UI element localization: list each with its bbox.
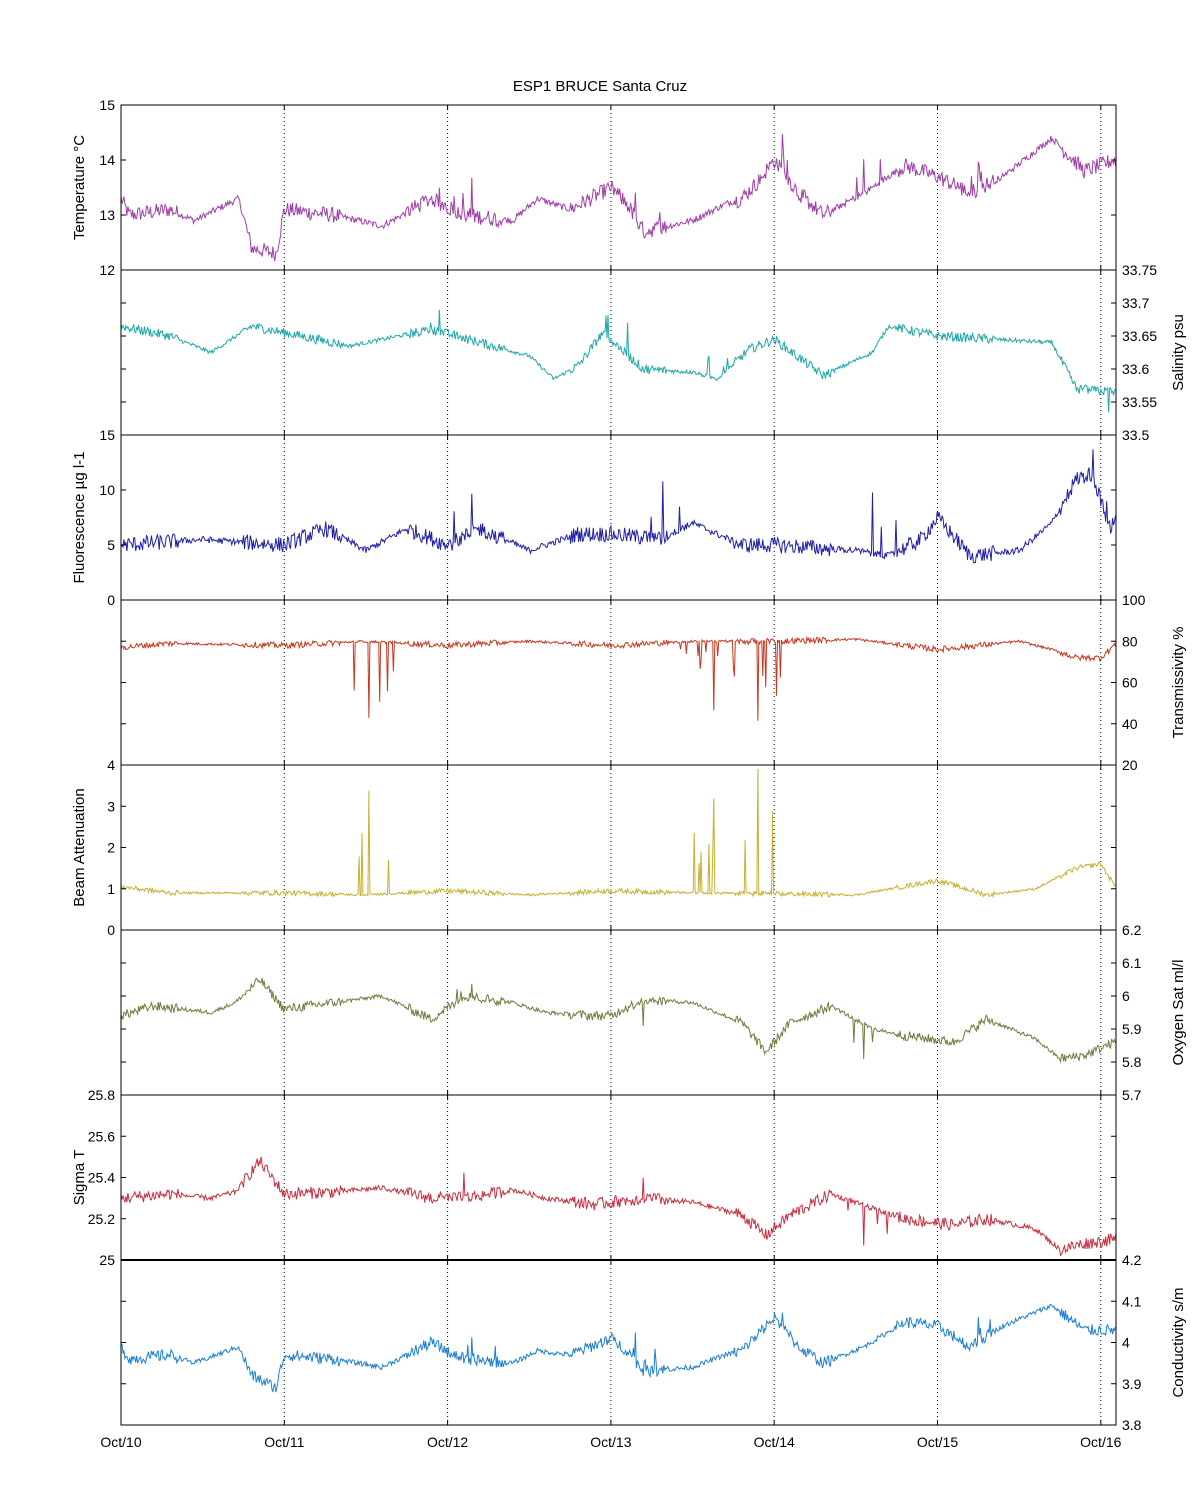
- y-tick-label: 4: [1122, 1335, 1130, 1351]
- y-axis-label-conductivity: Conductivity s/m: [1170, 1287, 1187, 1397]
- y-tick-label: 5.8: [1122, 1054, 1142, 1070]
- y-axis-label-oxygen_sat: Oxygen Sat ml/l: [1170, 960, 1187, 1066]
- x-tick-label: Oct/13: [590, 1434, 631, 1450]
- x-tick-label: Oct/11: [264, 1434, 304, 1450]
- y-tick-label: 25.4: [88, 1170, 115, 1186]
- y-tick-label: 33.65: [1122, 328, 1157, 344]
- y-tick-label: 15: [99, 97, 115, 113]
- panel-frame: [120, 434, 1117, 601]
- y-tick-label: 33.6: [1122, 361, 1149, 377]
- y-axis-label-transmissivity: Transmissivity %: [1170, 627, 1187, 739]
- y-tick-label: 3.8: [1122, 1417, 1142, 1433]
- y-tick-label: 6: [1122, 988, 1130, 1004]
- y-tick-label: 4: [107, 757, 115, 773]
- x-tick-label: Oct/12: [427, 1434, 468, 1450]
- y-tick-label: 6.2: [1122, 922, 1142, 938]
- y-tick-label: 0: [107, 592, 115, 608]
- y-tick-label: 10: [99, 482, 115, 498]
- panel-frame: [120, 269, 1117, 436]
- y-tick-label: 4.1: [1122, 1293, 1142, 1309]
- panel-sigma_t: 25 25.2 25.4 25.6 25.8 Sigma T: [71, 1087, 1117, 1268]
- x-tick-label: Oct/15: [917, 1434, 958, 1450]
- y-axis-label-salinity: Salinity psu: [1170, 314, 1187, 391]
- panel-fluorescence: 0 5 10 15 Fluorescence µg l-1: [71, 427, 1117, 608]
- panel-oxygen_sat: 5.7 5.8 5.9 6 6.1 6.2 Oxygen Sat ml/l: [120, 922, 1187, 1103]
- y-tick-label: 25: [99, 1252, 115, 1268]
- series-line-salinity: [120, 309, 1116, 412]
- y-tick-label: 20: [1122, 757, 1138, 773]
- y-axis-label-sigma_t: Sigma T: [71, 1150, 88, 1206]
- y-tick-label: 3.9: [1122, 1376, 1142, 1392]
- x-tick-label: Oct/16: [1080, 1434, 1121, 1450]
- series-line-oxygen_sat: [120, 977, 1116, 1064]
- y-tick-label: 0: [107, 922, 115, 938]
- y-tick-label: 1: [107, 881, 115, 897]
- y-tick-label: 80: [1122, 633, 1138, 649]
- panel-salinity: 33.5 33.55 33.6 33.65 33.7 33.75 Salinity psu: [120, 262, 1187, 443]
- y-tick-label: 5.7: [1122, 1087, 1142, 1103]
- series-line-fluorescence: [120, 449, 1116, 564]
- chart-title: ESP1 BRUCE Santa Cruz: [512, 78, 688, 95]
- y-tick-label: 5.9: [1122, 1021, 1142, 1037]
- y-tick-label: 25.8: [88, 1087, 115, 1103]
- panel-conductivity: 3.8 3.9 4 4.1 4.2 Conductivity s/m: [120, 1252, 1187, 1433]
- panel-frame: [120, 929, 1117, 1096]
- y-tick-label: 14: [99, 152, 115, 168]
- y-tick-label: 25.2: [88, 1211, 115, 1227]
- y-tick-label: 13: [99, 207, 115, 223]
- y-tick-label: 12: [99, 262, 115, 278]
- y-tick-label: 33.7: [1122, 295, 1149, 311]
- panel-transmissivity: 20 40 60 80 100 Transmissivity %: [120, 592, 1187, 773]
- panel-frame: [120, 599, 1117, 766]
- y-tick-label: 60: [1122, 675, 1138, 691]
- series-line-sigma_t: [120, 1156, 1116, 1257]
- y-tick-label: 33.75: [1122, 262, 1157, 278]
- panel-frame: [120, 764, 1117, 931]
- y-tick-label: 5: [107, 537, 115, 553]
- y-tick-label: 33.5: [1122, 427, 1149, 443]
- y-tick-label: 15: [99, 427, 115, 443]
- y-tick-label: 100: [1122, 592, 1146, 608]
- panel-frame: [120, 104, 1117, 271]
- y-axis-label-beam_attenuation: Beam Attenuation: [71, 788, 88, 906]
- series-line-conductivity: [120, 1303, 1116, 1393]
- x-tick-label: Oct/10: [100, 1434, 141, 1450]
- y-tick-label: 25.6: [88, 1128, 115, 1144]
- y-tick-label: 33.55: [1122, 394, 1157, 410]
- y-tick-label: 3: [107, 798, 115, 814]
- series-line-transmissivity: [120, 635, 1116, 721]
- panel-temperature: 12 13 14 15 Temperature °C: [71, 97, 1117, 278]
- y-tick-label: 2: [107, 840, 115, 856]
- series-line-beam_attenuation: [120, 768, 1116, 899]
- y-tick-label: 6.1: [1122, 955, 1142, 971]
- y-axis-label-fluorescence: Fluorescence µg l-1: [71, 451, 88, 583]
- series-line-temperature: [120, 134, 1116, 262]
- y-tick-label: 4.2: [1122, 1252, 1142, 1268]
- y-axis-label-temperature: Temperature °C: [71, 135, 88, 240]
- x-tick-label: Oct/14: [754, 1434, 795, 1450]
- y-tick-label: 40: [1122, 716, 1138, 732]
- panel-beam_attenuation: 0 1 2 3 4 Beam Attenuation: [71, 757, 1117, 938]
